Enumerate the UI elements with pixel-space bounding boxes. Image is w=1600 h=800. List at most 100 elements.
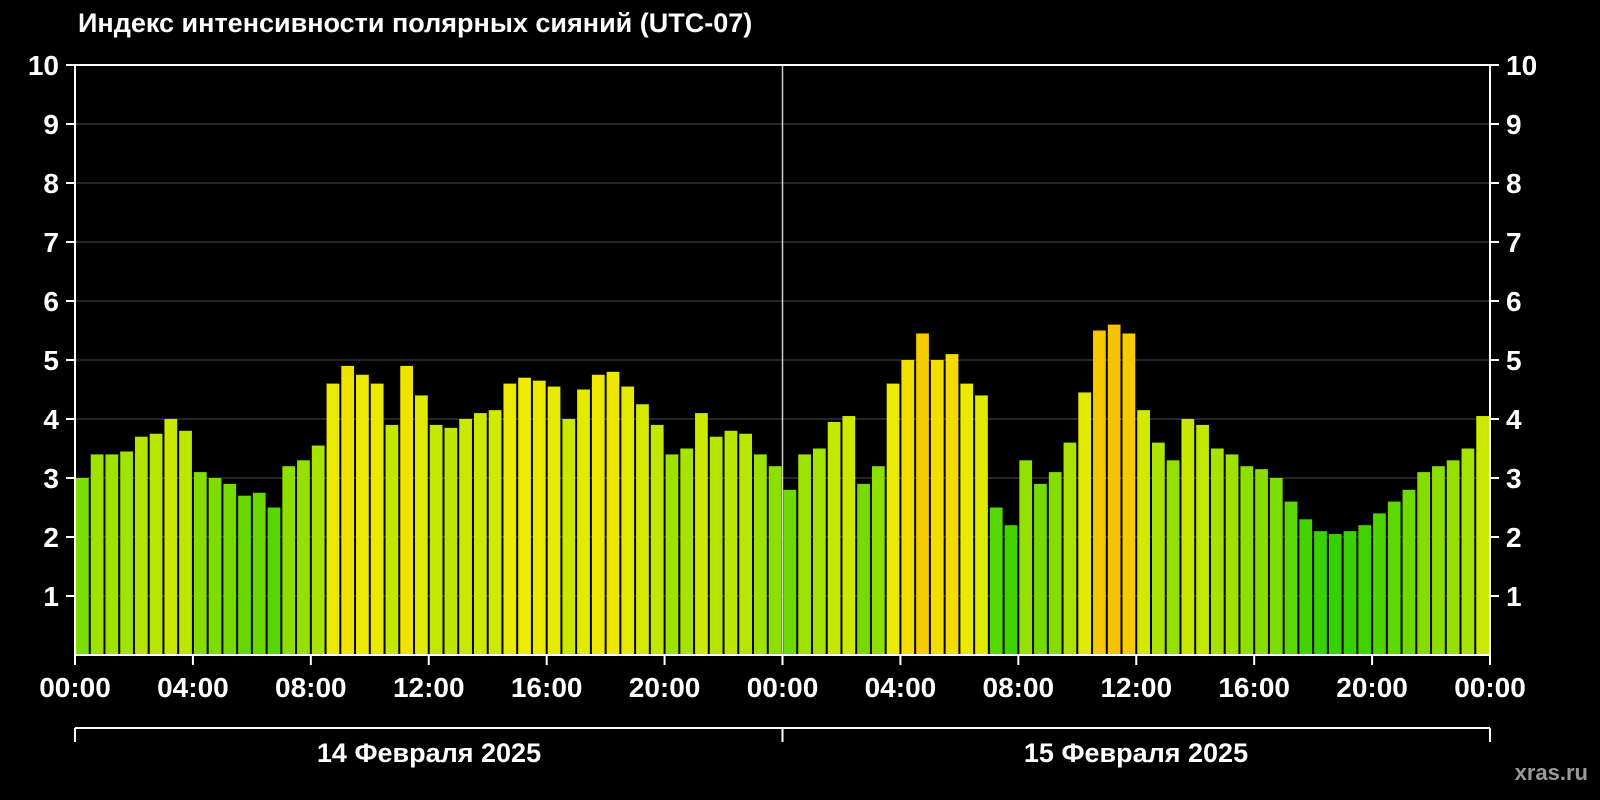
bar	[311, 445, 325, 655]
bar	[1137, 410, 1150, 655]
bar	[400, 365, 414, 655]
bar	[1328, 534, 1342, 655]
bar	[149, 433, 163, 655]
bar	[76, 478, 89, 655]
x-tick-label: 00:00	[1454, 672, 1526, 703]
x-tick-label: 12:00	[1100, 672, 1172, 703]
y-tick-label: 7	[43, 227, 59, 258]
bar	[547, 386, 561, 655]
y-tick-label: 8	[1506, 168, 1522, 199]
bar	[385, 424, 399, 655]
bar	[1299, 519, 1313, 655]
bar	[695, 413, 708, 655]
bar	[1063, 442, 1077, 655]
bar	[1166, 460, 1180, 655]
bar	[1387, 501, 1401, 655]
y-tick-label: 1	[43, 581, 59, 612]
bar	[164, 419, 178, 655]
bar	[1240, 466, 1254, 655]
bar	[989, 507, 1003, 655]
y-tick-label: 2	[1506, 522, 1522, 553]
bar	[179, 430, 192, 655]
x-tick-label: 08:00	[983, 672, 1055, 703]
bar	[827, 421, 841, 655]
bar	[1269, 478, 1283, 655]
date-label-day2: 15 Февраля 2025	[1023, 738, 1249, 768]
bar	[857, 483, 870, 655]
x-tick-label: 00:00	[39, 672, 111, 703]
x-tick-label: 04:00	[865, 672, 937, 703]
bar	[1151, 442, 1165, 655]
y-tick-label: 3	[1506, 463, 1522, 494]
x-tick-label: 00:00	[747, 672, 819, 703]
bar	[960, 383, 974, 655]
bar	[562, 419, 576, 655]
bar	[1225, 454, 1239, 655]
bar	[370, 383, 384, 655]
y-tick-label: 7	[1506, 227, 1522, 258]
bar	[1461, 448, 1475, 655]
bar	[208, 478, 222, 655]
bar	[1196, 424, 1209, 655]
bar	[326, 383, 340, 655]
bar	[1210, 448, 1224, 655]
bar	[606, 371, 620, 655]
bar	[650, 424, 664, 655]
y-tick-label: 4	[1506, 404, 1522, 435]
bar	[1284, 501, 1298, 655]
bar	[193, 472, 207, 655]
bar	[356, 374, 369, 655]
bar	[488, 410, 502, 655]
y-tick-label: 8	[43, 168, 59, 199]
y-tick-label: 10	[1506, 50, 1537, 81]
x-axis-labels: 00:00 04:00 08:00 12:00 16:00 20:00 00:00 04:00…	[39, 655, 1526, 703]
y-tick-label: 9	[43, 109, 59, 140]
bar	[1314, 531, 1327, 655]
bar	[916, 333, 929, 655]
bar	[577, 389, 590, 655]
bar	[1078, 392, 1092, 655]
x-tick-label: 08:00	[275, 672, 347, 703]
bar	[665, 454, 679, 655]
bar	[238, 495, 251, 655]
bar	[783, 489, 797, 655]
bar	[1093, 330, 1106, 655]
bar	[1358, 525, 1372, 655]
bar	[1004, 525, 1018, 655]
bar	[134, 436, 148, 655]
bar	[636, 404, 649, 655]
date-axis	[74, 727, 1491, 742]
bar	[282, 466, 296, 655]
y-tick-label: 1	[1506, 581, 1522, 612]
bar	[1122, 333, 1136, 655]
bar	[518, 377, 531, 655]
y-tick-label: 3	[43, 463, 59, 494]
bar	[754, 454, 767, 655]
bar	[709, 436, 723, 655]
bar	[871, 466, 885, 655]
bar	[1476, 416, 1489, 655]
chart-title: Индекс интенсивности полярных сияний (UT…	[78, 8, 753, 38]
bar	[473, 413, 487, 655]
bars	[76, 324, 1489, 655]
bar	[1255, 469, 1268, 655]
date-label-day1: 14 Февраля 2025	[316, 738, 542, 768]
y-tick-label: 4	[43, 404, 59, 435]
y-tick-label: 9	[1506, 109, 1522, 140]
y-axis-labels: 1 1 2 2 3 3 4 4 5 5 6 6 7 7 8 8 9 9 10 10	[28, 50, 1537, 612]
bar	[842, 416, 856, 655]
watermark: xras.ru	[1514, 760, 1588, 785]
x-tick-label: 16:00	[1218, 672, 1290, 703]
bar	[267, 507, 281, 655]
bar	[621, 386, 635, 655]
x-tick-label: 20:00	[629, 672, 701, 703]
bar	[591, 374, 605, 655]
bar	[503, 383, 517, 655]
y-tick-label: 6	[43, 286, 59, 317]
bar	[1048, 472, 1062, 655]
bar	[1373, 513, 1386, 655]
bar	[120, 451, 133, 655]
bar	[1107, 324, 1121, 655]
bar	[429, 424, 443, 655]
y-tick-label: 10	[28, 50, 59, 81]
